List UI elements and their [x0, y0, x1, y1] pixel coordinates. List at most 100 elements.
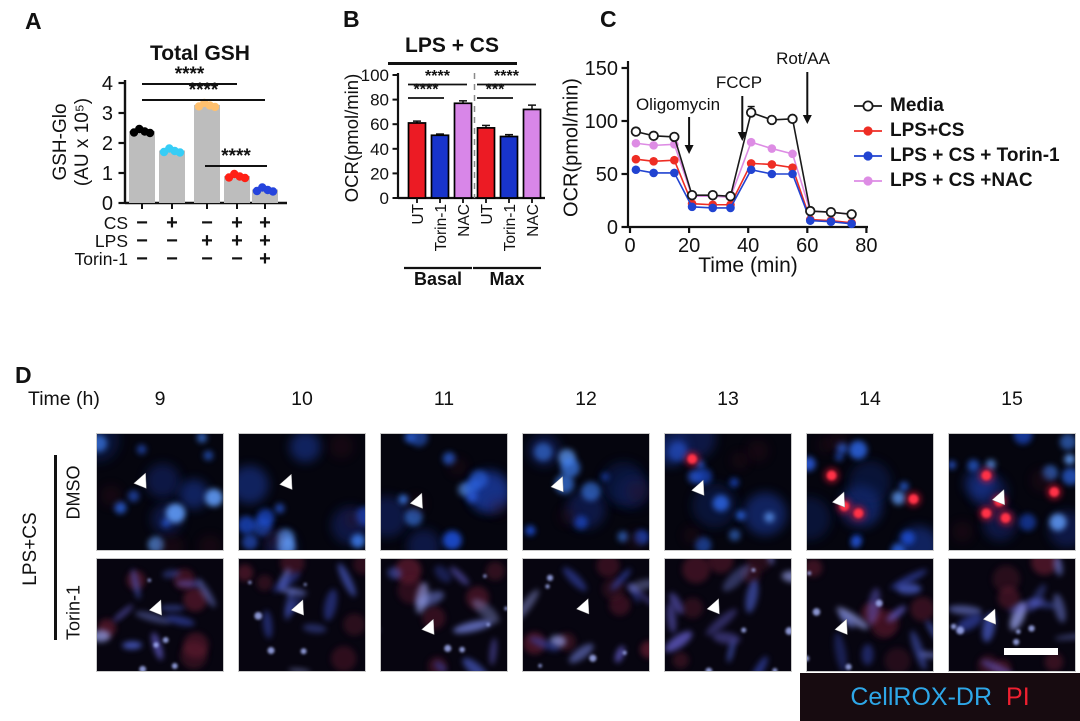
- legend-entry: Media: [853, 95, 1060, 117]
- time-column-header: 15: [1001, 388, 1023, 410]
- a-condition-sign: −: [166, 248, 178, 270]
- b-y-tick-label: 0: [380, 189, 389, 208]
- cell-blob: [96, 434, 108, 453]
- cell-blob: [153, 642, 159, 648]
- cell-blob: [442, 530, 462, 550]
- legend-marker: [854, 100, 882, 112]
- c-data-point: [669, 131, 680, 143]
- cell-blob: [248, 580, 252, 585]
- c-data-point: [767, 169, 777, 179]
- a-condition-row-label: LPS: [95, 231, 128, 251]
- tile-border: [522, 558, 650, 672]
- cell-blob: [179, 479, 209, 509]
- micrograph-tile-dmso-13: [664, 433, 792, 551]
- c-x-tick-label: 40: [737, 235, 759, 257]
- tile-border: [96, 433, 224, 551]
- a-data-dot: [145, 128, 155, 138]
- micrograph-tile-torin-1-15: [948, 558, 1076, 672]
- c-y-tick-label: 100: [585, 111, 618, 133]
- cell-blob: [404, 433, 416, 443]
- cell-blob: [728, 529, 741, 541]
- c-data-point: [767, 144, 777, 153]
- cell-blob: [562, 567, 587, 592]
- cell-blob: [849, 461, 892, 504]
- cell-blob: [834, 452, 844, 462]
- pi-positive-cell-core: [1000, 513, 1011, 523]
- cell-blob: [196, 433, 207, 443]
- a-condition-sign: +: [201, 230, 213, 252]
- panel-c-letter: C: [600, 6, 617, 32]
- b-significance-stars: ***: [486, 82, 505, 99]
- cell-blob: [1061, 467, 1076, 486]
- cell-blob: [546, 574, 554, 581]
- cell-blob: [601, 472, 610, 481]
- cell-blob: [331, 645, 357, 672]
- cell-blob: [254, 611, 263, 620]
- b-x-tick-label: NAC: [525, 204, 542, 237]
- cell-blob: [664, 631, 693, 653]
- a-condition-row-label: Torin-1: [75, 249, 129, 269]
- cell-blob: [625, 480, 648, 503]
- cell-blob: [875, 599, 883, 607]
- cell-blob: [434, 661, 447, 672]
- cell-blob: [705, 608, 737, 636]
- cell-blob: [834, 632, 847, 672]
- pi-positive-cell-core: [687, 454, 697, 464]
- c-data-point: [648, 130, 659, 142]
- b-bar: [476, 127, 496, 199]
- b-y-tick-label: 80: [370, 91, 389, 110]
- c-data-point: [649, 156, 658, 166]
- arrowhead-marker: [290, 599, 304, 616]
- cell-blob: [147, 578, 152, 582]
- panel-b-y-axis-label: OCR(pmol/min): [341, 73, 362, 203]
- legend-marker: [854, 176, 882, 186]
- a-data-dot: [210, 102, 220, 112]
- cell-blob: [139, 665, 147, 672]
- cell-blob: [238, 564, 254, 582]
- micrograph-tile-torin-1-12: [522, 558, 650, 672]
- a-significance-stars: ****: [189, 80, 219, 101]
- cell-blob: [682, 558, 711, 584]
- cell-blob: [884, 647, 911, 672]
- cell-blob: [136, 444, 147, 455]
- cell-blob: [1019, 513, 1037, 531]
- arrowhead-marker: [550, 476, 564, 493]
- b-x-tick-label: UT: [410, 203, 427, 224]
- a-y-tick-label: 3: [102, 103, 113, 125]
- cell-blob: [337, 563, 356, 597]
- cell-blob: [1049, 513, 1067, 531]
- tile-border: [238, 558, 366, 672]
- cell-blob: [398, 494, 409, 505]
- legend-marker-dot: [863, 151, 873, 161]
- cell-blob: [559, 508, 576, 525]
- arrowhead-marker: [834, 618, 848, 635]
- cell-blob: [135, 611, 171, 624]
- cell-blob: [238, 465, 269, 504]
- cell-blob: [165, 615, 195, 626]
- cell-blob: [343, 613, 366, 636]
- legend-label: LPS + CS +NAC: [890, 170, 1033, 191]
- cell-blob: [1028, 625, 1035, 632]
- cell-blob: [449, 458, 467, 476]
- micrograph-tile-torin-1-9: [96, 558, 224, 672]
- cell-blob: [265, 530, 284, 550]
- pi-positive-cell-core: [981, 508, 992, 519]
- tile-border: [664, 433, 792, 551]
- c-data-point: [746, 159, 756, 168]
- cell-blob: [807, 571, 812, 576]
- cell-blob: [747, 440, 769, 462]
- cell-blob: [453, 619, 493, 634]
- c-data-point: [687, 202, 697, 212]
- cell-blob: [284, 590, 295, 621]
- c-y-tick-label: 0: [607, 217, 618, 239]
- b-bar: [453, 102, 473, 199]
- cell-blob: [818, 437, 834, 453]
- c-data-point: [649, 168, 658, 178]
- tile-border: [806, 558, 934, 672]
- arrowhead-marker: [133, 472, 147, 489]
- c-data-point: [788, 149, 797, 159]
- cell-blob: [160, 534, 184, 551]
- panel-a-title: Total GSH: [150, 42, 250, 65]
- panel-d-row-label-torin: Torin-1: [63, 584, 84, 641]
- cell-blob: [705, 667, 713, 672]
